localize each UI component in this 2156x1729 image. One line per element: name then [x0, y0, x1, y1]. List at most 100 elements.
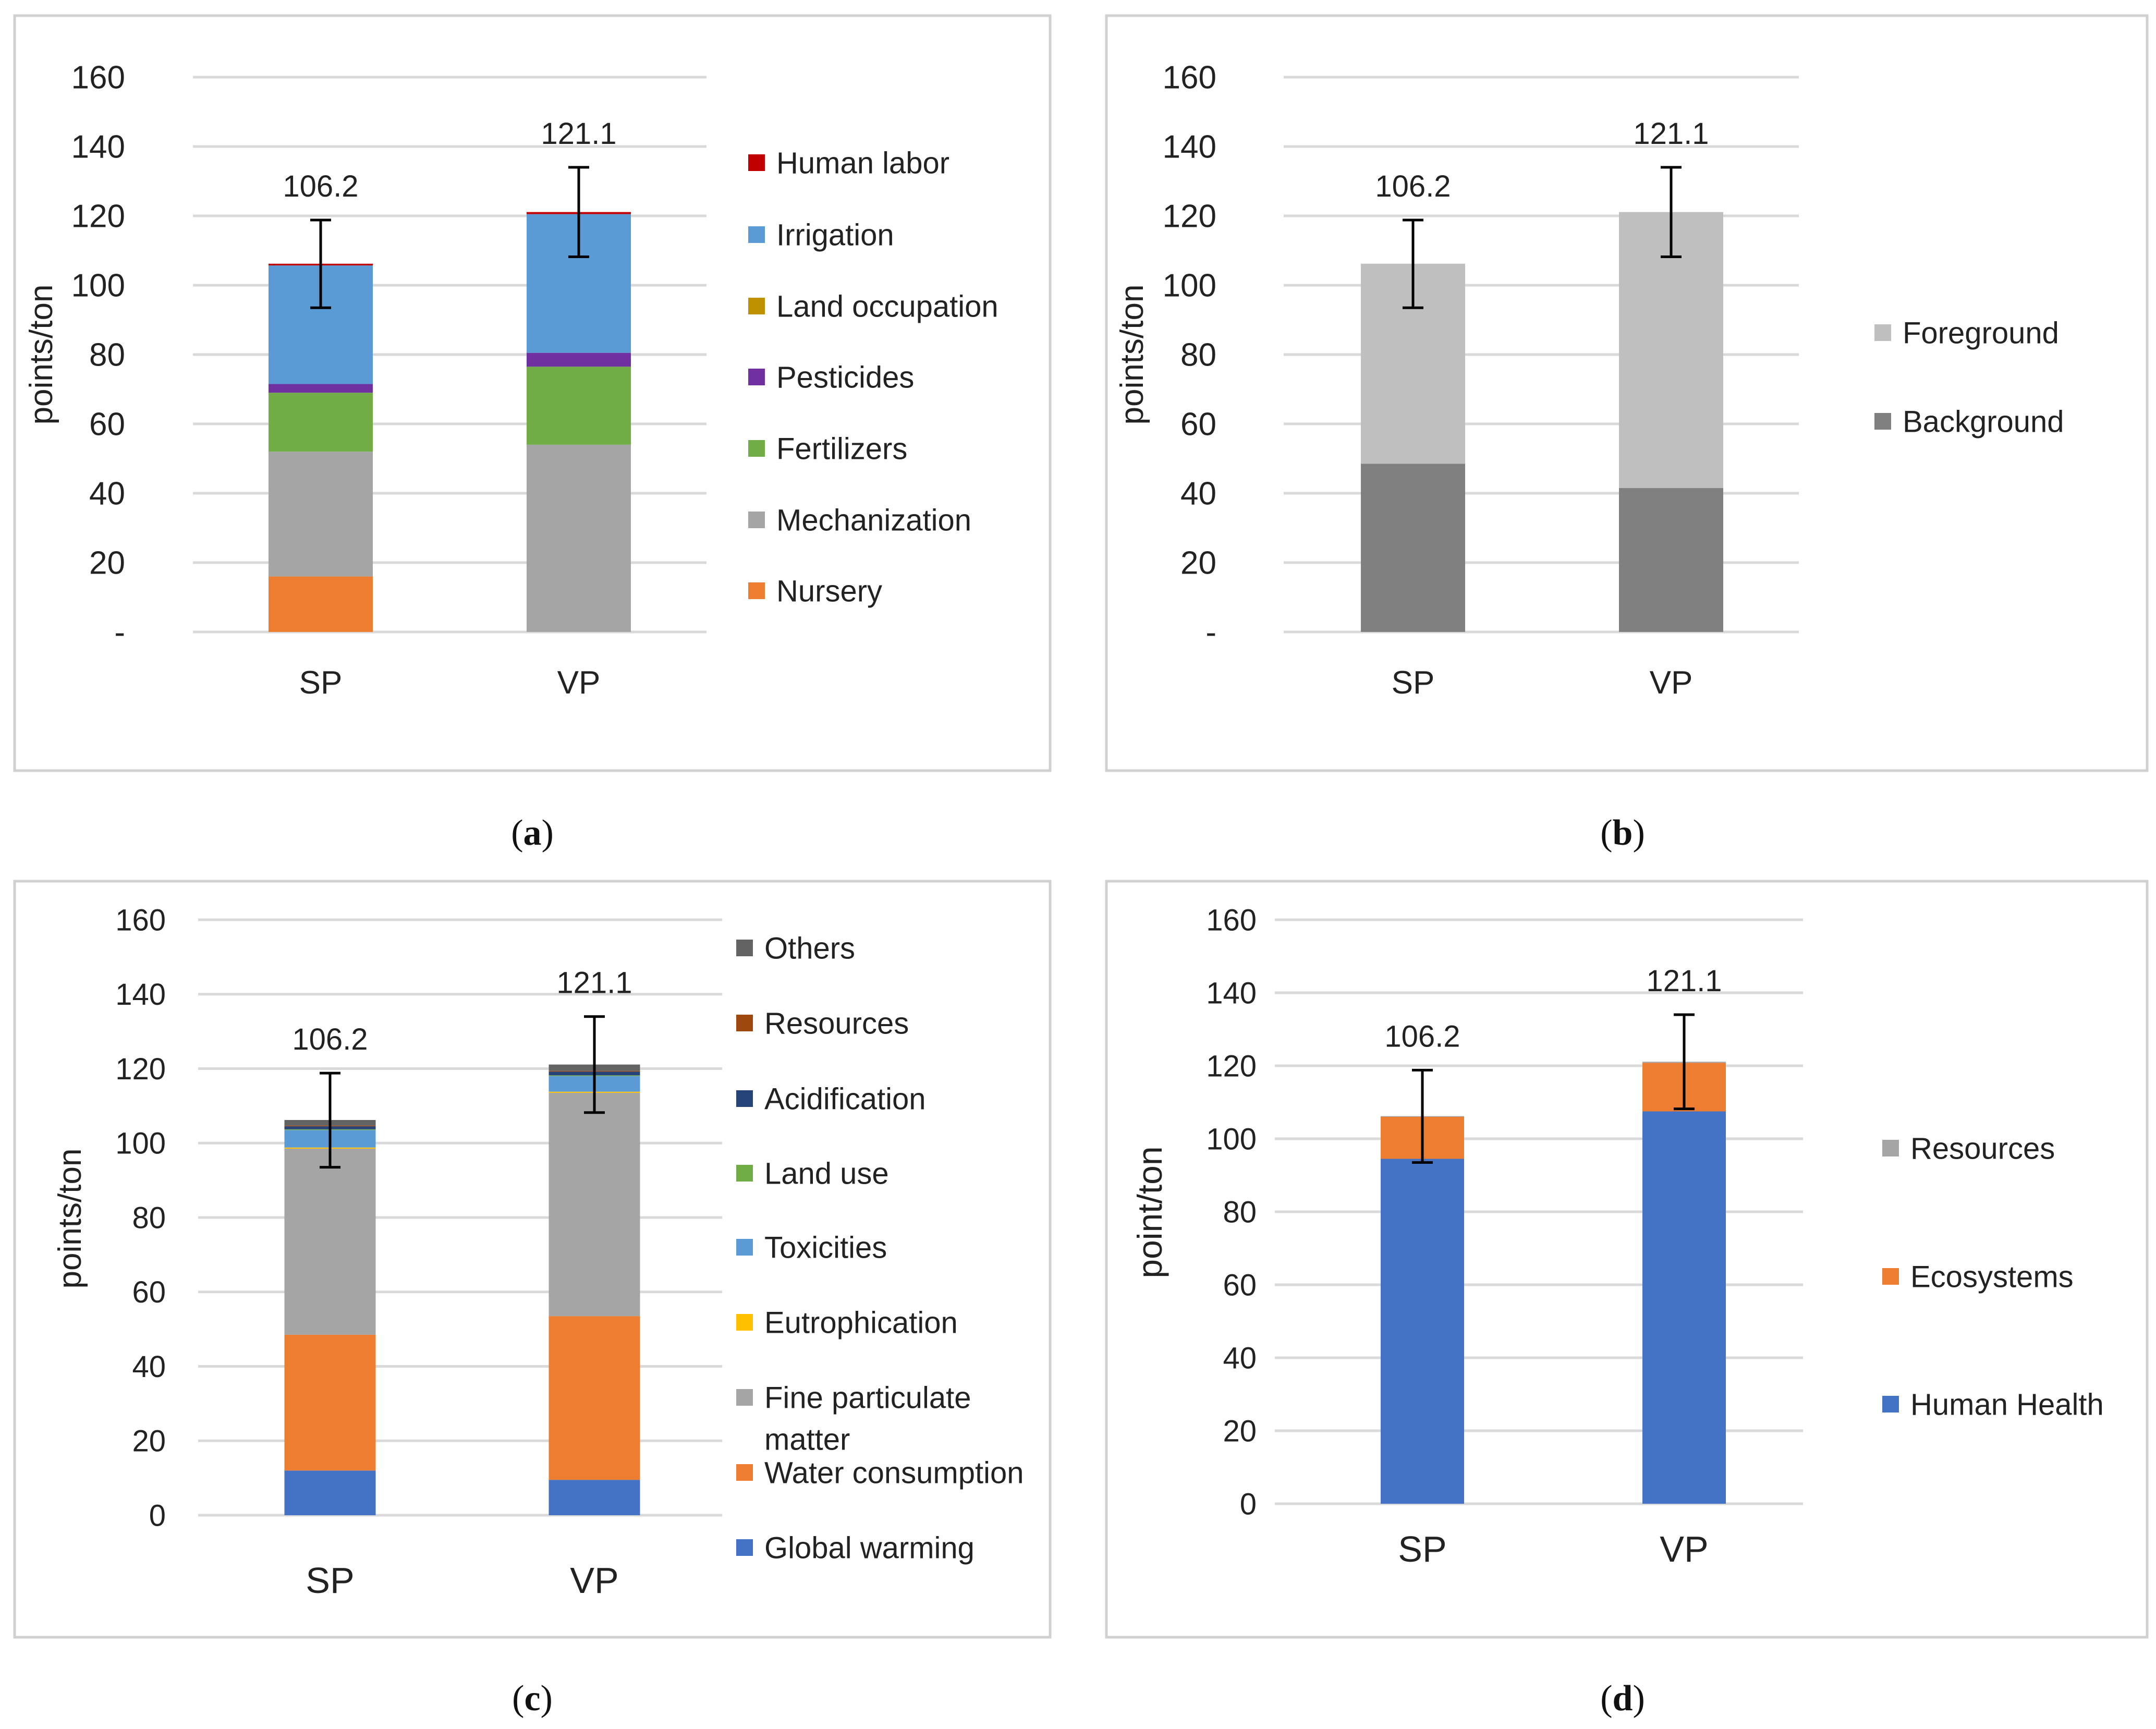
y-tick-label: 140 [1206, 976, 1257, 1010]
legend-label: Toxicities [764, 1231, 887, 1264]
bar-segment-mechanization [269, 452, 373, 577]
y-tick-label: 40 [89, 476, 125, 512]
y-tick-label: 0 [1240, 1487, 1257, 1521]
legend-swatch [748, 298, 765, 314]
legend-swatch [736, 1165, 753, 1182]
y-tick-label: 120 [71, 199, 125, 235]
total-label: 106.2 [283, 169, 358, 203]
y-tick-label: 60 [132, 1275, 166, 1309]
y-tick-label: 100 [1206, 1122, 1257, 1156]
chart-d: 0 20 40 60 80 100 120 140 160 point/ton SP 106.2 VP 1… [1105, 880, 2149, 1719]
y-tick-label: 160 [1163, 60, 1216, 96]
total-label: 121.1 [1646, 964, 1722, 998]
panel-caption: (d) [1600, 1678, 1645, 1719]
legend-swatch [1882, 1396, 1899, 1413]
y-tick-label: 0 [149, 1499, 166, 1532]
y-tick-label: 100 [115, 1127, 166, 1161]
bar-segment-water-consumption [549, 1316, 640, 1480]
bar-segment-background [1361, 464, 1465, 632]
y-tick-label: 40 [1223, 1341, 1257, 1375]
y-tick-label: 40 [1180, 476, 1216, 512]
legend-label: Acidification [764, 1082, 925, 1116]
y-tick-label: 60 [89, 407, 125, 443]
legend-swatch [748, 582, 765, 599]
x-category-label: SP [306, 1560, 354, 1601]
y-tick-label: 160 [1206, 903, 1257, 937]
y-tick-label: 160 [71, 60, 125, 96]
legend-label: Irrigation [776, 218, 894, 252]
y-tick-label: 140 [71, 129, 125, 165]
chart-frame [13, 880, 1052, 1639]
y-tick-label: 40 [132, 1350, 166, 1384]
legend-label: Nursery [776, 574, 882, 608]
x-category-label: SP [1398, 1529, 1446, 1569]
bar-segment-human-health [1642, 1111, 1726, 1504]
legend-swatch [748, 154, 765, 171]
y-tick-label: 120 [115, 1052, 166, 1086]
bar-segment-nursery [269, 576, 373, 632]
legend-swatch [736, 1539, 753, 1556]
legend-swatch [1874, 324, 1891, 341]
x-category-label: VP [1660, 1529, 1708, 1569]
legend-label: Background [1903, 405, 2064, 439]
x-category-label: VP [557, 665, 601, 701]
y-tick-label: 80 [132, 1201, 166, 1235]
y-tick-label: - [114, 615, 125, 651]
legend-label: Human Health [1910, 1387, 2104, 1421]
y-axis-label: points/ton [23, 285, 59, 425]
x-category-label: VP [570, 1560, 618, 1601]
y-tick-label: 100 [71, 268, 125, 304]
y-tick-label: 80 [1223, 1195, 1257, 1229]
y-tick-label: 120 [1206, 1049, 1257, 1083]
chart-frame [1105, 880, 2149, 1639]
legend-swatch [748, 226, 765, 243]
y-axis-label: points/ton [1114, 285, 1150, 425]
total-label: 106.2 [1384, 1019, 1460, 1053]
y-tick-label: 140 [115, 978, 166, 1012]
bar-segment-water-consumption [284, 1334, 376, 1471]
bar-segment-fertilizers [527, 367, 631, 445]
legend-label: Fertilizers [776, 432, 907, 466]
y-tick-label: 60 [1223, 1268, 1257, 1302]
panel-caption: (c) [512, 1678, 553, 1719]
y-axis-label: point/ton [1130, 1146, 1169, 1278]
y-tick-label: 120 [1163, 199, 1216, 235]
x-category-label: VP [1650, 665, 1693, 701]
legend-label: Water consumption [764, 1456, 1024, 1490]
legend-label: Fine particulate matter [764, 1381, 971, 1456]
legend-swatch [736, 1389, 753, 1406]
y-tick-label: 80 [89, 337, 125, 373]
bar-segment-background [1619, 488, 1723, 632]
legend-label: Foreground [1903, 316, 2059, 350]
total-label: 121.1 [541, 117, 616, 151]
legend-label: Eutrophication [764, 1306, 958, 1340]
chart-a: - 20 40 60 80 100 120 140 160 points/ton SP 106.2 VP… [13, 14, 1052, 853]
legend-label: Land occupation [776, 289, 998, 323]
y-axis-label: points/ton [52, 1149, 88, 1289]
y-tick-label: 20 [89, 545, 125, 581]
legend-swatch [1882, 1268, 1899, 1285]
legend-label: Ecosystems [1910, 1260, 2074, 1294]
total-label: 121.1 [556, 966, 632, 1000]
legend-label: Mechanization [776, 503, 971, 537]
y-tick-label: 20 [132, 1424, 166, 1458]
bar-segment-fertilizers [269, 393, 373, 452]
legend-label: Land use [764, 1156, 889, 1190]
legend-swatch [748, 512, 765, 528]
y-tick-label: 160 [115, 903, 166, 937]
chart-b: - 20 40 60 80 100 120 140 160 points/ton SP 106.2 VP… [1105, 14, 2149, 853]
panel-caption: (b) [1600, 813, 1645, 853]
legend-swatch [1874, 413, 1891, 430]
legend-label: Resources [1910, 1131, 2055, 1165]
bar-segment-pesticides [269, 384, 373, 393]
y-tick-label: 140 [1163, 129, 1216, 165]
bar-segment-global-warming [284, 1470, 376, 1515]
y-tick-label: 20 [1223, 1414, 1257, 1448]
legend-label: Global warming [764, 1531, 975, 1565]
legend-swatch [736, 1015, 753, 1031]
total-label: 121.1 [1633, 117, 1709, 151]
legend-swatch [736, 1090, 753, 1107]
legend-swatch [736, 940, 753, 956]
x-category-label: SP [1392, 665, 1435, 701]
